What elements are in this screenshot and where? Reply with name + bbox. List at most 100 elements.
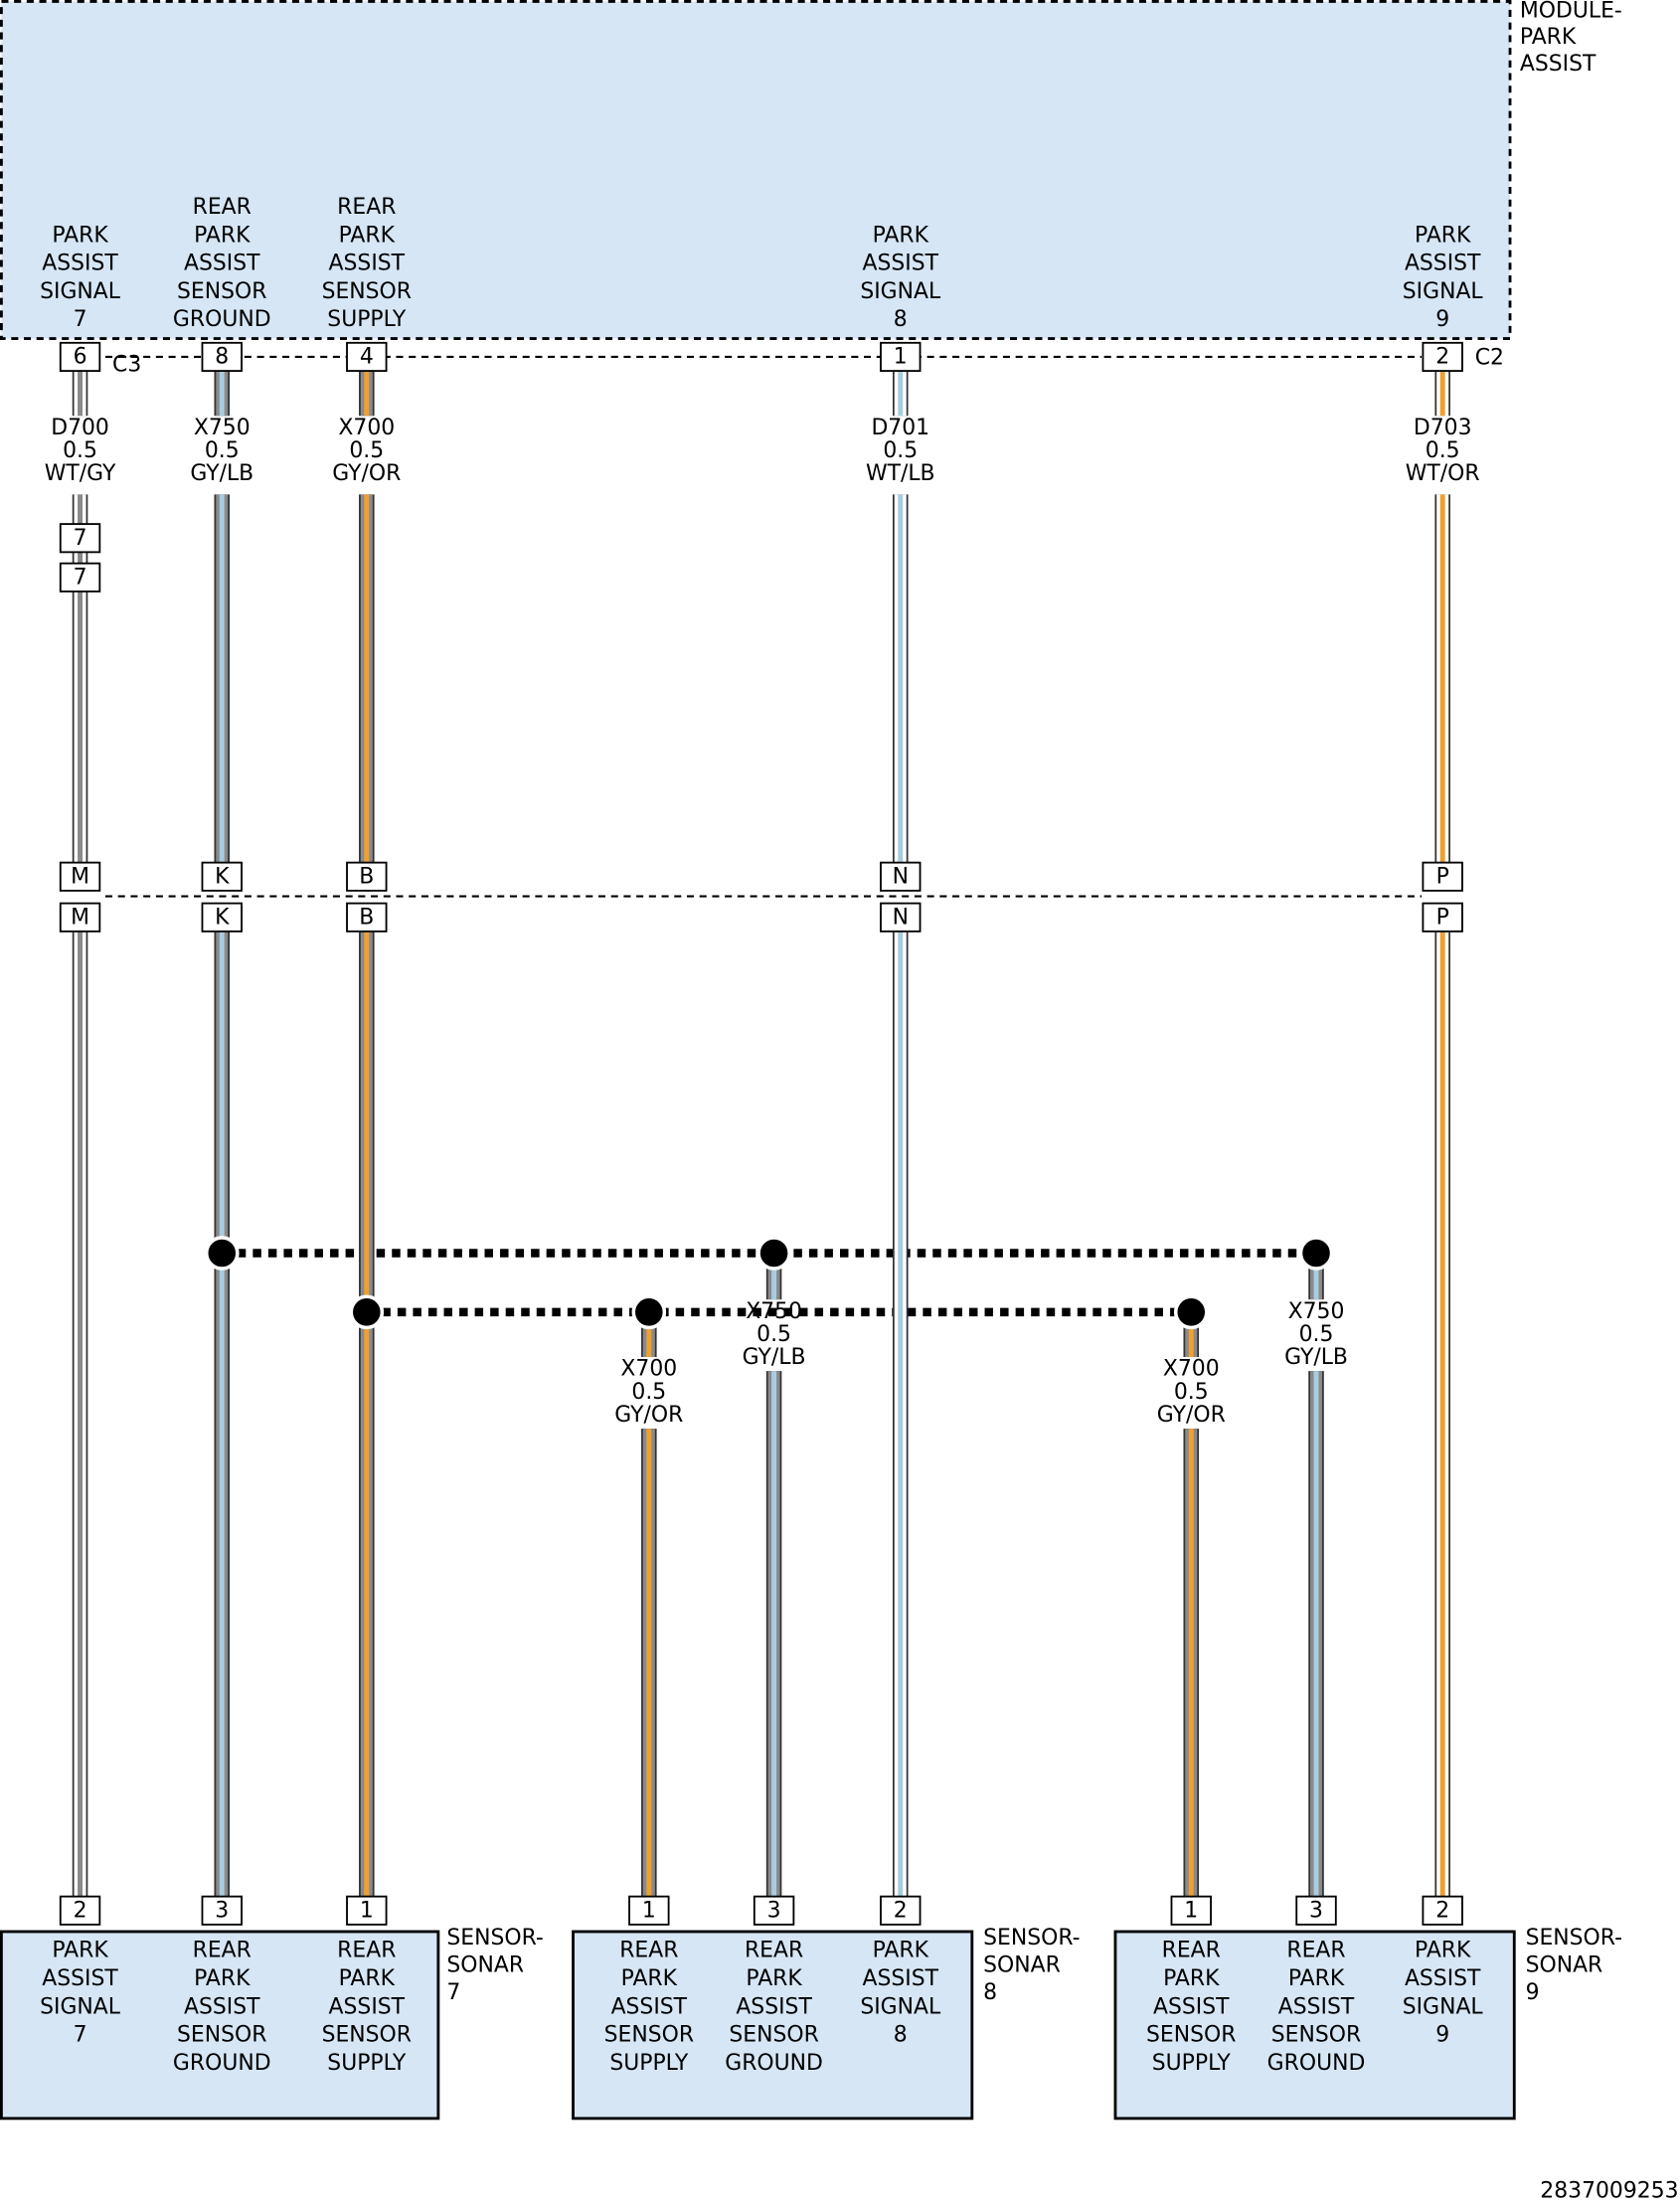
wire-label: WT/GY (45, 461, 116, 486)
module-pin-label: 8 (215, 345, 229, 370)
harness-pin-label: K (215, 905, 230, 930)
wire-label: X750 (194, 416, 251, 440)
harness-pin (346, 902, 388, 933)
pin-function: SENSOR (729, 2023, 818, 2048)
pin-function: SENSOR (322, 279, 412, 304)
wire-label: 0.5 (756, 1322, 791, 1347)
wire-label: 0.5 (63, 438, 97, 463)
splice (204, 1236, 240, 1271)
pin-function: ASSIST (736, 1994, 812, 2019)
wire-label: D701 (871, 416, 929, 440)
harness-pin (59, 902, 101, 933)
inline-pin (59, 562, 101, 593)
pin-function: GROUND (1267, 2051, 1366, 2076)
splice (631, 1294, 667, 1330)
pin-function: SENSOR (177, 279, 266, 304)
pin-function: SUPPLY (327, 2051, 407, 2076)
pin-function: SUPPLY (1152, 2051, 1232, 2076)
pin-function: ASSIST (329, 1994, 406, 2019)
sensor-name: SONAR (983, 1953, 1061, 1978)
pin-function: SIGNAL (1403, 1994, 1484, 2019)
pin-function: PARK (873, 1939, 929, 1963)
sensor-box (572, 1930, 974, 2120)
harness-pin-label: P (1436, 905, 1449, 930)
sensor-pin (346, 1895, 388, 1926)
wire-label: 0.5 (631, 1380, 666, 1405)
inline-pin-label: 7 (74, 566, 87, 591)
harness-pin-label: P (1436, 864, 1449, 889)
wire-label: 0.5 (883, 438, 918, 463)
module-pin (1422, 341, 1463, 373)
wire-label: GY/OR (614, 1403, 683, 1428)
wire-label: GY/LB (743, 1345, 806, 1370)
harness-pin-label: K (215, 864, 230, 889)
sensor-pin (1170, 1895, 1212, 1926)
pin-function: ASSIST (1405, 1966, 1481, 1991)
wire-label: GY/OR (1157, 1403, 1226, 1428)
pin-function: SENSOR (1271, 2023, 1361, 2048)
pin-function: SIGNAL (1403, 279, 1484, 304)
pin-function: REAR (193, 195, 252, 220)
sensor-name: SENSOR- (1526, 1926, 1622, 1951)
sensor-pin (201, 1895, 243, 1926)
module-pin-label: 1 (894, 345, 908, 370)
pin-function: SENSOR (322, 2023, 412, 2048)
pin-function: GROUND (725, 2051, 823, 2076)
connector-name: C3 (112, 352, 141, 377)
pin-function: ASSIST (42, 252, 118, 276)
pin-function: PARK (194, 223, 251, 248)
splice (1173, 1294, 1209, 1330)
splice (349, 1294, 385, 1330)
sensor-pin (59, 1895, 101, 1926)
pin-function: 7 (74, 307, 87, 332)
harness-pin-label: B (359, 905, 374, 930)
pin-function: PARK (1415, 1939, 1471, 1963)
wire-label: 0.5 (349, 438, 384, 463)
pin-function: PARK (194, 1966, 251, 1991)
sensor-pin (628, 1895, 670, 1926)
pin-function: SIGNAL (860, 1994, 941, 2019)
sensor-name: SENSOR- (983, 1926, 1080, 1951)
wire-label: WT/LB (866, 461, 935, 486)
module-box (0, 0, 1512, 341)
harness-pin (346, 861, 388, 892)
pin-function: 9 (1435, 2023, 1449, 2048)
sensor-box (1113, 1930, 1516, 2120)
sensor-pin (1422, 1895, 1463, 1926)
pin-function: REAR (337, 1939, 396, 1963)
harness-pin (1422, 902, 1463, 933)
module-label: MODULE- (1520, 0, 1622, 23)
sensor-pin-label: 3 (215, 1898, 229, 1923)
pin-function: PARK (621, 1966, 678, 1991)
sensor-name: 9 (1526, 1980, 1540, 2005)
pin-function: PARK (52, 223, 108, 248)
pin-function: ASSIST (42, 1966, 118, 1991)
sensor-name: SONAR (1526, 1953, 1603, 1978)
pin-function: ASSIST (863, 1966, 939, 1991)
pin-function: 8 (894, 2023, 908, 2048)
wire-label: 0.5 (1426, 438, 1460, 463)
pin-function: GROUND (173, 2051, 271, 2076)
pin-function: REAR (193, 1939, 252, 1963)
pin-function: ASSIST (1405, 252, 1481, 276)
wire-label: X700 (620, 1357, 677, 1382)
pin-function: PARK (1288, 1966, 1345, 1991)
module-pin-label: 6 (74, 345, 87, 370)
pin-function: SENSOR (1146, 2023, 1236, 2048)
sensor-pin-label: 1 (642, 1898, 656, 1923)
inline-pin (59, 523, 101, 554)
pin-function: REAR (1162, 1939, 1221, 1963)
sensor-pin (1295, 1895, 1337, 1926)
harness-pin (201, 861, 243, 892)
splice (1298, 1236, 1334, 1271)
sensor-pin-label: 3 (1309, 1898, 1323, 1923)
module-pin (346, 341, 388, 373)
pin-function: PARK (339, 223, 396, 248)
harness-pin-label: M (71, 864, 89, 889)
module-label: PARK (1520, 25, 1577, 50)
pin-function: REAR (337, 195, 396, 220)
wire-label: 0.5 (1174, 1380, 1209, 1405)
sensor-pin-label: 2 (1435, 1898, 1449, 1923)
harness-pin-label: N (893, 905, 909, 930)
